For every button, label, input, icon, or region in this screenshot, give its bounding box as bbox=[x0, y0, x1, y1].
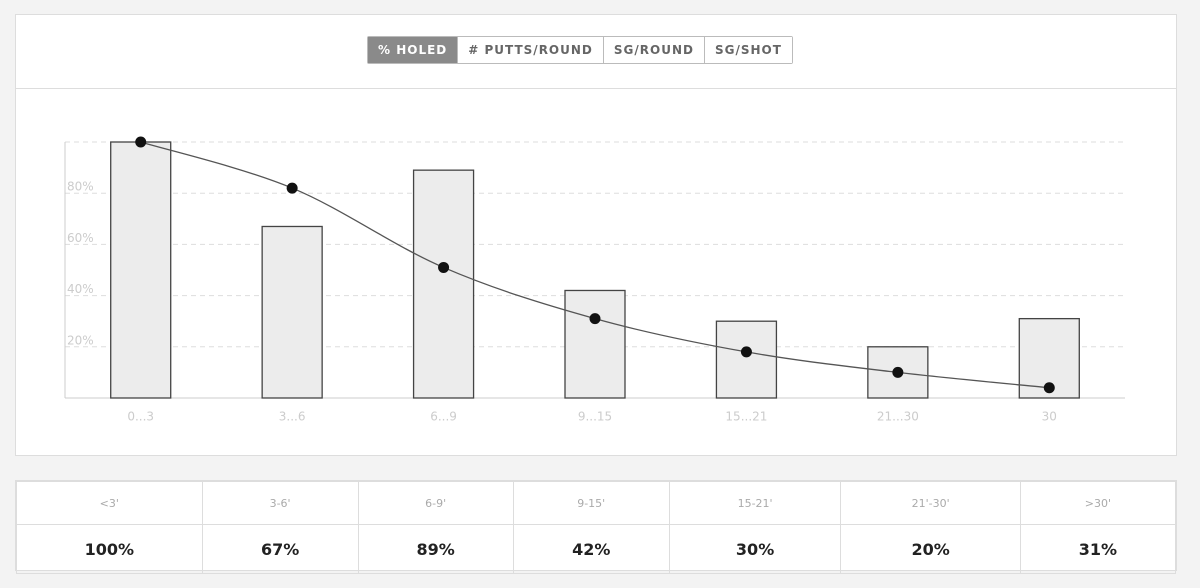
x-tick-label: 6...9 bbox=[430, 410, 457, 424]
x-tick-label: 0...3 bbox=[127, 410, 154, 424]
point bbox=[135, 136, 147, 148]
x-tick-label: 30 bbox=[1042, 410, 1057, 424]
point bbox=[1043, 382, 1055, 394]
cell: 20% bbox=[840, 524, 1021, 574]
point bbox=[892, 366, 904, 378]
chart: 20% 40% 60% 80% 0...3 3...6 6...9 9...15 15...21… bbox=[64, 136, 1125, 424]
bar bbox=[261, 225, 323, 399]
column-header: 6-9' bbox=[357, 481, 514, 525]
tab[interactable]: # PUTTS/ROUND bbox=[458, 37, 604, 63]
tab[interactable]: SG/SHOT bbox=[704, 37, 792, 63]
cell: 42% bbox=[512, 524, 670, 574]
x-tick-label: 3...6 bbox=[279, 410, 306, 424]
column-header: 21'-30' bbox=[840, 481, 1021, 525]
y-tick-label: 20% bbox=[67, 333, 94, 347]
y-tick-label: 80% bbox=[67, 180, 94, 194]
tab-bar: % HOLED # PUTTS/ROUND SG/ROUND SG/SHOT bbox=[367, 36, 793, 64]
table-card: <3' 3-6' 6-9' 9-15' 15-21' 21'-30' >30' 100% 67%… bbox=[15, 480, 1177, 574]
bar bbox=[110, 141, 172, 399]
column-header: 15-21' bbox=[668, 481, 842, 525]
cell: 89% bbox=[357, 524, 514, 574]
column-header: 3-6' bbox=[201, 481, 359, 525]
bar bbox=[564, 289, 626, 399]
tab[interactable]: % HOLED bbox=[368, 37, 459, 63]
y-tick-label: 60% bbox=[67, 231, 94, 245]
stats-table: <3' 3-6' 6-9' 9-15' 15-21' 21'-30' >30' 100% 67%… bbox=[16, 481, 1177, 574]
column-header: >30' bbox=[1019, 481, 1177, 525]
column-header: 9-15' bbox=[512, 481, 670, 525]
cell: 67% bbox=[201, 524, 359, 574]
bar bbox=[715, 320, 778, 399]
tab[interactable]: SG/ROUND bbox=[603, 37, 705, 63]
x-tick-label: 15...21 bbox=[725, 410, 767, 424]
point bbox=[438, 261, 450, 273]
column-header: <3' bbox=[16, 481, 203, 525]
x-tick-label: 9...15 bbox=[578, 410, 612, 424]
cell: 100% bbox=[16, 524, 203, 574]
bar bbox=[412, 169, 475, 399]
point bbox=[589, 313, 601, 325]
x-tick-label: 21...30 bbox=[877, 410, 919, 424]
y-tick-label: 40% bbox=[67, 282, 94, 296]
cell: 30% bbox=[668, 524, 842, 574]
divider bbox=[16, 88, 1176, 89]
cell: 31% bbox=[1019, 524, 1177, 574]
point bbox=[740, 346, 752, 358]
point bbox=[286, 182, 298, 194]
